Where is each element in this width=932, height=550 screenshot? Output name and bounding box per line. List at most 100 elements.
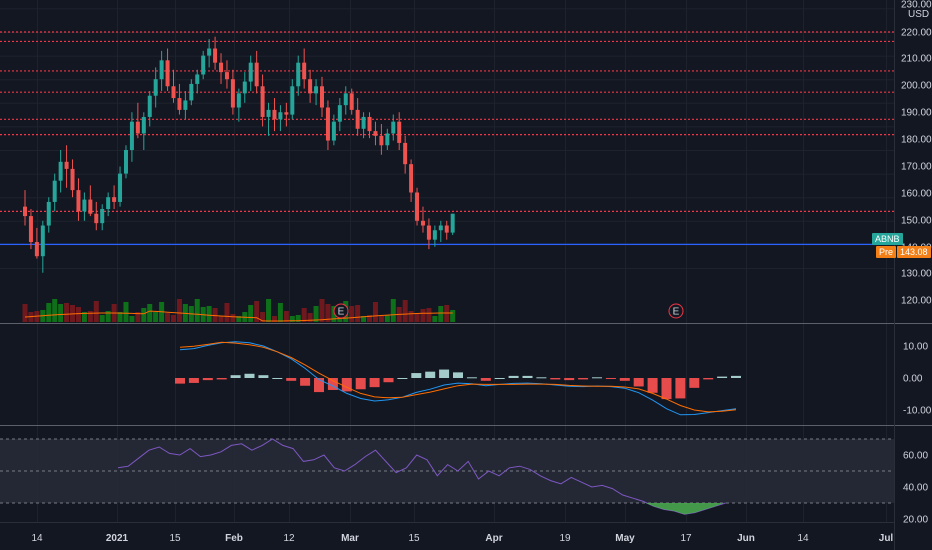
candle-body	[40, 225, 45, 257]
candle-body	[242, 81, 247, 94]
candle-body	[331, 121, 336, 141]
candle-body	[201, 55, 206, 75]
candle-body	[337, 105, 342, 122]
volume-bar	[355, 305, 361, 322]
candle-body	[82, 199, 87, 212]
candle-body	[415, 192, 420, 221]
macd-tick-label: 0.00	[903, 374, 923, 385]
candle-body	[189, 83, 194, 101]
macd-histogram-bar	[661, 378, 672, 400]
volume-bar	[64, 303, 70, 322]
candle-body	[296, 62, 301, 87]
price-tick-label: 160.00	[901, 189, 932, 200]
macd-histogram-bar	[689, 378, 700, 388]
candle-body	[171, 86, 176, 99]
candle-body	[46, 201, 51, 226]
volume-bar	[75, 307, 81, 322]
macd-histogram-bar	[314, 378, 324, 393]
macd-histogram-bar	[731, 375, 741, 378]
candle-body	[135, 121, 140, 134]
price-tick-label: 230.00	[901, 0, 932, 11]
candle-body	[207, 48, 212, 56]
volume-bar	[147, 304, 153, 322]
candle-body	[397, 121, 402, 143]
time-tick-label: Feb	[225, 533, 243, 544]
volume-bar	[99, 315, 105, 322]
candle-body	[28, 216, 33, 243]
volume-bar	[87, 311, 93, 322]
candle-body	[230, 79, 235, 108]
volume-bar	[52, 299, 58, 322]
candle-body	[403, 142, 408, 165]
volume-bar	[450, 310, 456, 322]
macd-histogram-bar	[494, 378, 505, 379]
macd-histogram-bar	[258, 375, 269, 378]
volume-bar	[254, 301, 260, 322]
rsi-line-group	[117, 438, 726, 515]
macd-histogram-bar	[578, 378, 589, 380]
macd-histogram-bar	[341, 378, 352, 392]
volume-bar	[266, 299, 272, 322]
earnings-marker-label: E	[338, 307, 345, 318]
candle-body	[355, 109, 360, 129]
price-tick-label: 130.00	[901, 269, 932, 280]
candle-body	[165, 60, 170, 87]
candle-body	[213, 48, 218, 63]
volume-bars	[22, 299, 456, 322]
volume-bar	[378, 316, 384, 322]
volume-bar	[313, 306, 319, 322]
price-tick-label: 150.00	[901, 216, 932, 227]
volume-bar	[153, 312, 159, 322]
candle-body	[325, 107, 330, 141]
macd-histogram-bar	[633, 378, 644, 387]
candle-body	[302, 62, 307, 80]
volume-bar	[331, 306, 337, 322]
pre-market-label: Pre	[876, 246, 897, 258]
volume-bar	[408, 311, 414, 322]
macd-histogram-bar	[230, 375, 241, 378]
candle-body	[236, 93, 241, 108]
candle-body	[367, 116, 372, 132]
volume-bar	[46, 303, 52, 322]
candle-body	[248, 62, 253, 82]
volume-bar	[367, 315, 373, 322]
macd-tick-label: 10.00	[903, 342, 928, 353]
price-tick-label: 210.00	[901, 54, 932, 65]
rsi-pane	[0, 438, 894, 504]
candle-body	[141, 116, 146, 134]
symbol-price-tag: ABNB	[872, 233, 903, 245]
volume-bar	[289, 316, 295, 322]
volume-bar	[295, 315, 301, 322]
volume-bar	[93, 301, 99, 322]
volume-bar	[135, 312, 141, 322]
candle-body	[373, 131, 378, 136]
candle-body	[260, 86, 265, 117]
volume-bar	[301, 308, 307, 322]
macd-histogram-bar	[286, 378, 297, 381]
candle-body	[420, 220, 425, 226]
time-tick-label: 2021	[106, 533, 129, 544]
volume-bar	[271, 316, 277, 322]
volume-bar	[81, 312, 87, 322]
candle-body	[177, 98, 182, 110]
earnings-marker-circle	[668, 303, 684, 319]
volume-bar	[248, 305, 254, 322]
volume-average-line	[24, 310, 453, 322]
macd-tick-label: -10.00	[903, 406, 932, 417]
candle-body	[432, 230, 437, 240]
volume-bar	[129, 316, 135, 322]
time-tick-label: 17	[680, 533, 692, 544]
volume-bar	[319, 299, 325, 322]
candle-body	[52, 180, 57, 202]
candle-body	[147, 95, 152, 117]
horizontal-levels	[0, 31, 894, 245]
candle-body	[23, 206, 27, 217]
candle-body	[284, 112, 289, 115]
macd-histogram-bar	[244, 373, 255, 378]
time-tick-label: Jul	[879, 533, 894, 544]
volume-bar	[206, 306, 212, 322]
time-tick-label: 15	[169, 533, 181, 544]
earnings-marker-label: E	[673, 307, 680, 318]
candle-body	[361, 116, 366, 129]
